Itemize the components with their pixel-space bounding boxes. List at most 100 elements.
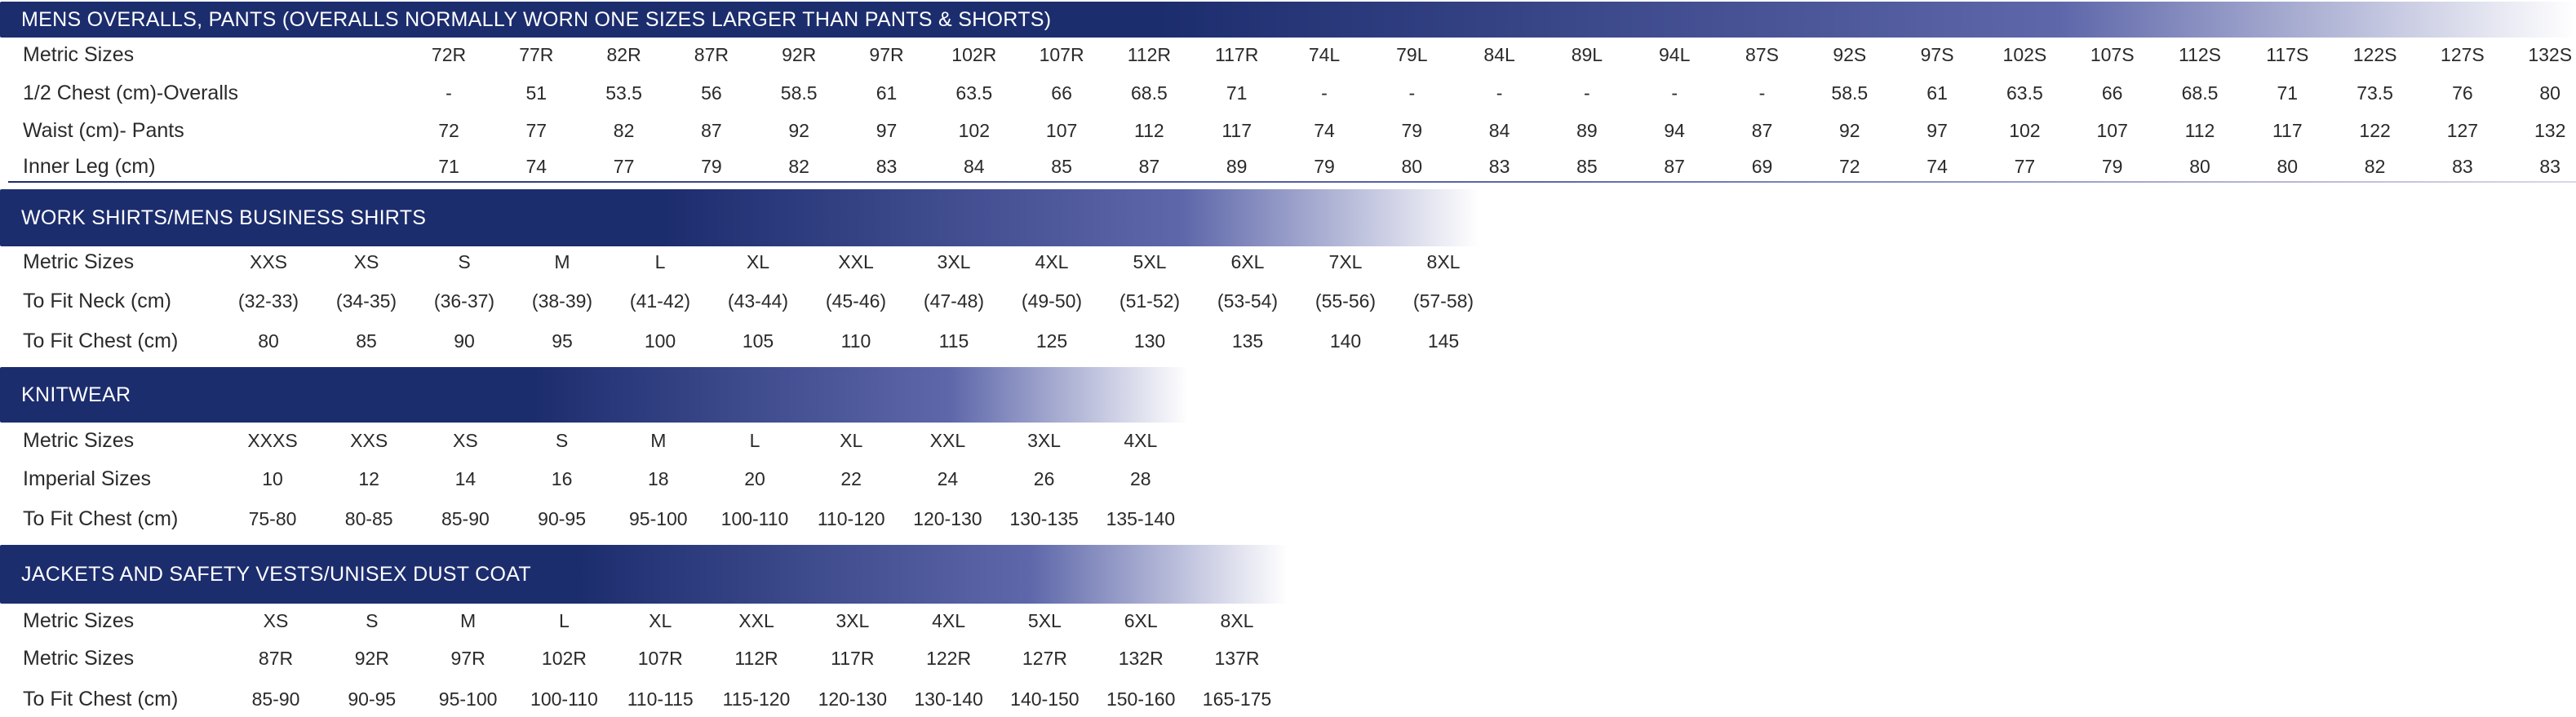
table-cell: 87 xyxy=(1138,156,1160,177)
table-cell: 66 xyxy=(1051,82,1072,104)
table-cell: (43-44) xyxy=(727,290,789,312)
table-cell: 83 xyxy=(1488,156,1510,177)
table-cell: 130 xyxy=(1133,330,1166,352)
table-cell: 56 xyxy=(701,82,722,104)
table-cell: 117R xyxy=(1215,44,1259,65)
table-cell: 105 xyxy=(742,330,774,352)
row-label: To Fit Chest (cm) xyxy=(23,330,179,352)
table-cell: 84 xyxy=(1488,120,1510,141)
table-cell: 110 xyxy=(840,330,871,352)
table-cell: 74 xyxy=(525,156,548,177)
table-cell: S xyxy=(366,610,379,631)
table-cell: 7XL xyxy=(1328,251,1363,272)
table-cell: 140 xyxy=(1329,330,1362,352)
table-cell: 58.5 xyxy=(780,82,818,104)
table-cell: XXXS xyxy=(247,430,298,451)
table-cell: 74L xyxy=(1308,44,1341,65)
table-cell: 89L xyxy=(1571,44,1603,65)
table-cell: 83 xyxy=(2452,156,2473,177)
table-cell: 97 xyxy=(876,120,898,141)
table-cell: 68.5 xyxy=(2181,82,2219,104)
table-cell: XXL xyxy=(929,430,966,451)
table-cell: 92R xyxy=(782,44,817,65)
table-cell: 112 xyxy=(1134,120,1164,141)
table-cell: 132 xyxy=(2534,120,2566,141)
table-cell: - xyxy=(446,82,452,104)
table-cell: 122S xyxy=(2352,44,2397,65)
table-cell: 51 xyxy=(525,82,548,104)
table-cell: 87 xyxy=(1664,156,1685,177)
table-cell: 102 xyxy=(958,120,990,141)
table-cell: 89 xyxy=(1576,120,1598,141)
table-cell: 90-95 xyxy=(538,508,587,529)
table-cell: 92S xyxy=(1833,44,1867,65)
table-cell: 61 xyxy=(1926,82,1948,104)
table-cell: 127 xyxy=(2446,120,2479,141)
table-cell: 24 xyxy=(937,468,959,489)
table-cell: 22 xyxy=(840,468,862,489)
table-cell: 66 xyxy=(2101,82,2123,104)
table-cell: 150-160 xyxy=(1106,688,1176,710)
table-cell: 107 xyxy=(1045,120,1078,141)
table-cell: 61 xyxy=(876,82,898,104)
table-cell: 71 xyxy=(1226,82,1248,104)
table-cell: (47-48) xyxy=(923,290,985,312)
table-cell: 84L xyxy=(1483,44,1515,65)
table-cell: 117 xyxy=(1221,120,1253,141)
section-banner-jackets: JACKETS AND SAFETY VESTS/UNISEX DUST COA… xyxy=(0,545,1288,604)
table-cell: 97 xyxy=(1926,120,1948,141)
table-cell: - xyxy=(1408,82,1416,104)
table-cell: 87S xyxy=(1745,44,1779,65)
table-cell: 89 xyxy=(1226,156,1248,177)
table-cell: M xyxy=(554,251,570,272)
table-cell: (51-52) xyxy=(1119,290,1181,312)
table-cell: - xyxy=(1758,82,1766,104)
table-cell: 80 xyxy=(258,330,279,352)
table-cell: (38-39) xyxy=(531,290,593,312)
table-cell: (53-54) xyxy=(1217,290,1279,312)
table-cell: 58.5 xyxy=(1831,82,1869,104)
row-label: Metric Sizes xyxy=(23,43,135,66)
table-cell: 102R xyxy=(541,648,587,669)
section-underline xyxy=(8,181,2576,183)
table-cell: (34-35) xyxy=(335,290,397,312)
table-cell: L xyxy=(558,610,570,631)
row-label: Metric Sizes xyxy=(23,250,135,273)
table-cell: 82 xyxy=(2364,156,2386,177)
table-cell: 4XL xyxy=(1035,251,1069,272)
table-cell: 6XL xyxy=(1230,251,1265,272)
row-label: To Fit Chest (cm) xyxy=(23,688,179,710)
table-cell: 16 xyxy=(551,468,573,489)
table-cell: 130-140 xyxy=(914,688,983,710)
table-cell: 79 xyxy=(1314,156,1335,177)
table-cell: - xyxy=(1321,82,1328,104)
table-cell: 100-110 xyxy=(530,688,598,710)
table-cell: - xyxy=(1496,82,1503,104)
table-cell: 80 xyxy=(2189,156,2210,177)
table-cell: 117S xyxy=(2266,44,2309,65)
row-label: 1/2 Chest (cm)-Overalls xyxy=(23,82,238,104)
table-cell: 63.5 xyxy=(955,82,993,104)
table-cell: 110-120 xyxy=(817,508,885,529)
table-cell: 63.5 xyxy=(2006,82,2043,104)
table-cell: 85 xyxy=(356,330,377,352)
table-cell: 112S xyxy=(2178,44,2222,65)
table-cell: 28 xyxy=(1130,468,1151,489)
table-cell: 82R xyxy=(606,44,641,65)
table-cell: 137R xyxy=(1214,648,1260,669)
table-cell: XXS xyxy=(249,251,288,272)
table-cell: 76 xyxy=(2452,82,2473,104)
table-cell: 20 xyxy=(744,468,765,489)
table-cell: 135-140 xyxy=(1106,508,1176,529)
table-cell: 120-130 xyxy=(818,688,888,710)
table-cell: 87 xyxy=(1751,120,1773,141)
table-cell: 84 xyxy=(964,156,985,177)
table-cell: 6XL xyxy=(1124,610,1158,631)
table-cell: 95-100 xyxy=(628,508,688,529)
table-cell: 107 xyxy=(2096,120,2128,141)
table-cell: 132R xyxy=(1118,648,1164,669)
table-cell: XXL xyxy=(738,610,774,631)
table-cell: 3XL xyxy=(836,610,870,631)
table-cell: 26 xyxy=(1033,468,1055,489)
table-cell: 117R xyxy=(831,648,875,669)
